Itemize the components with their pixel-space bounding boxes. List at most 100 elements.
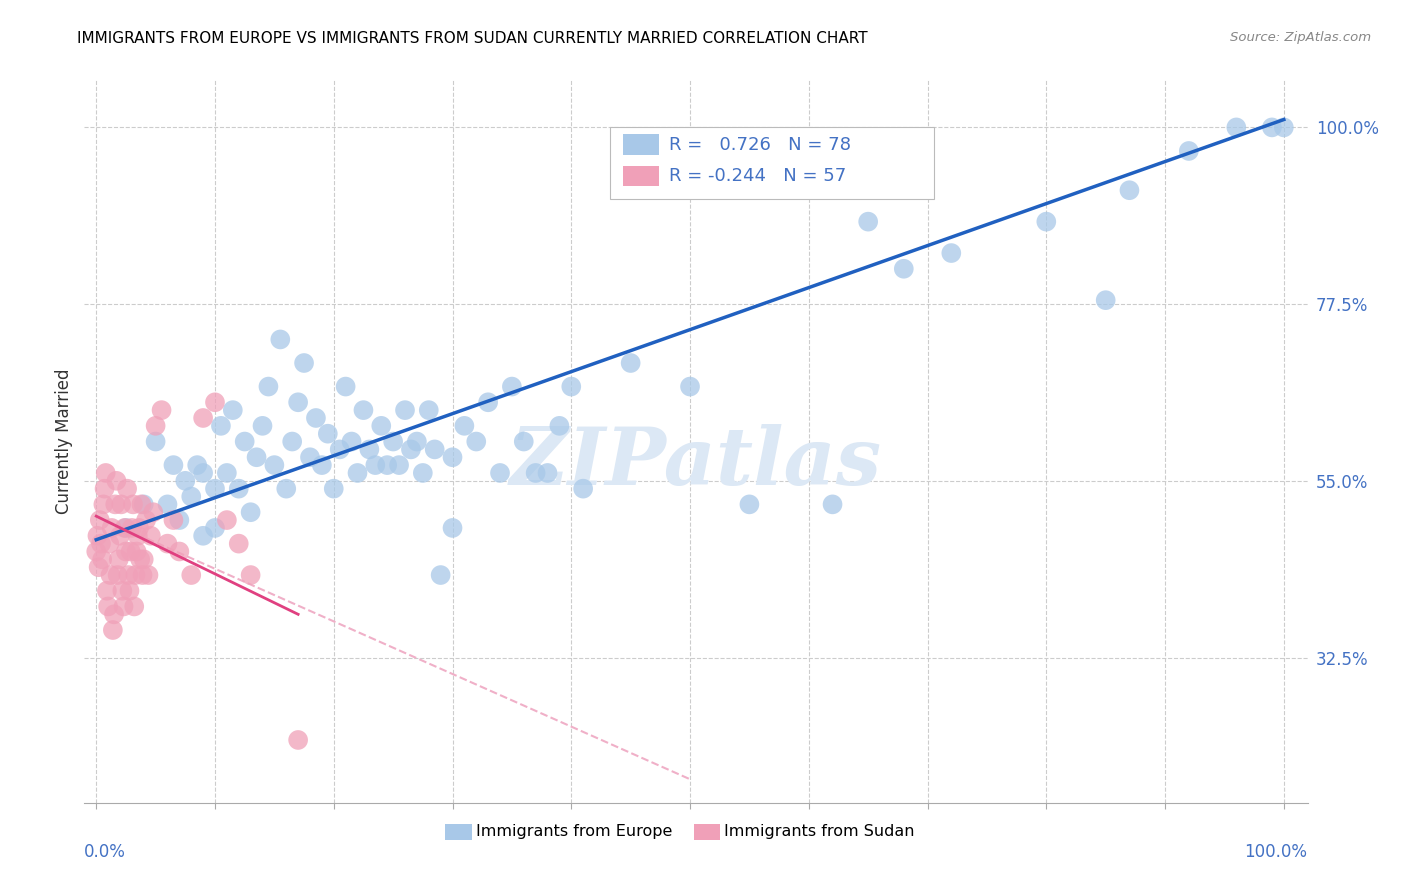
Point bbox=[572, 482, 595, 496]
Point bbox=[738, 497, 761, 511]
Point bbox=[135, 513, 157, 527]
Point bbox=[162, 458, 184, 472]
Point bbox=[204, 395, 226, 409]
Point bbox=[233, 434, 256, 449]
Point bbox=[489, 466, 512, 480]
Point bbox=[620, 356, 643, 370]
Point bbox=[94, 466, 117, 480]
Point bbox=[215, 513, 238, 527]
Point bbox=[169, 513, 191, 527]
Point bbox=[139, 529, 162, 543]
Point bbox=[821, 497, 844, 511]
Text: Immigrants from Europe: Immigrants from Europe bbox=[475, 824, 672, 839]
Point bbox=[560, 379, 582, 393]
Point bbox=[239, 568, 262, 582]
Text: IMMIGRANTS FROM EUROPE VS IMMIGRANTS FROM SUDAN CURRENTLY MARRIED CORRELATION CH: IMMIGRANTS FROM EUROPE VS IMMIGRANTS FRO… bbox=[77, 31, 868, 46]
Point bbox=[122, 599, 145, 614]
Bar bbox=[623, 135, 659, 154]
Point bbox=[120, 544, 142, 558]
Point bbox=[89, 513, 111, 527]
Point bbox=[477, 395, 499, 409]
Point bbox=[252, 418, 274, 433]
Point bbox=[524, 466, 547, 480]
Point bbox=[418, 403, 440, 417]
Point bbox=[138, 568, 160, 582]
Text: 100.0%: 100.0% bbox=[1244, 843, 1308, 861]
Point bbox=[370, 418, 392, 433]
Point bbox=[1035, 214, 1057, 228]
Point bbox=[125, 544, 148, 558]
Point bbox=[121, 521, 143, 535]
Point bbox=[239, 505, 262, 519]
Point bbox=[269, 333, 291, 347]
Point bbox=[536, 466, 558, 480]
Point bbox=[131, 497, 153, 511]
Text: 0.0%: 0.0% bbox=[84, 843, 127, 861]
Point bbox=[115, 521, 138, 535]
Point bbox=[162, 513, 184, 527]
Point bbox=[359, 442, 381, 457]
Point bbox=[117, 568, 139, 582]
Point bbox=[103, 607, 125, 622]
Point bbox=[84, 544, 107, 558]
Point bbox=[548, 418, 571, 433]
Point bbox=[107, 552, 129, 566]
Bar bbox=[623, 166, 659, 186]
Point bbox=[257, 379, 280, 393]
Point bbox=[93, 482, 115, 496]
Bar bbox=[446, 824, 472, 840]
Point bbox=[96, 583, 118, 598]
Point bbox=[423, 442, 446, 457]
Point bbox=[412, 466, 434, 480]
Point bbox=[394, 403, 416, 417]
Point bbox=[287, 395, 309, 409]
Point bbox=[191, 529, 214, 543]
Point bbox=[1272, 120, 1295, 135]
FancyBboxPatch shape bbox=[610, 128, 935, 200]
Y-axis label: Currently Married: Currently Married bbox=[55, 368, 73, 515]
Point bbox=[93, 497, 115, 511]
Point bbox=[186, 458, 208, 472]
Point bbox=[893, 261, 915, 276]
Point bbox=[124, 568, 146, 582]
Point bbox=[245, 450, 267, 465]
Text: Source: ZipAtlas.com: Source: ZipAtlas.com bbox=[1230, 31, 1371, 45]
Point bbox=[364, 458, 387, 472]
Point bbox=[111, 583, 134, 598]
Point bbox=[150, 403, 173, 417]
Point bbox=[191, 411, 214, 425]
Point bbox=[1178, 144, 1201, 158]
Point bbox=[388, 458, 411, 472]
Point bbox=[375, 458, 398, 472]
Point bbox=[329, 442, 352, 457]
Point bbox=[145, 434, 167, 449]
Point bbox=[108, 529, 131, 543]
Point bbox=[156, 536, 179, 550]
Point bbox=[87, 560, 110, 574]
Point bbox=[429, 568, 451, 582]
Point bbox=[298, 450, 321, 465]
Point bbox=[441, 521, 464, 535]
Point bbox=[118, 583, 141, 598]
Point bbox=[91, 552, 114, 566]
Point bbox=[132, 552, 155, 566]
Point bbox=[90, 536, 112, 550]
Point bbox=[204, 482, 226, 496]
Point bbox=[105, 474, 128, 488]
Point bbox=[156, 497, 179, 511]
Point bbox=[204, 521, 226, 535]
Point bbox=[1118, 183, 1140, 197]
Point bbox=[115, 482, 138, 496]
Text: ZIPatlas: ZIPatlas bbox=[510, 425, 882, 502]
Point bbox=[169, 544, 191, 558]
Point bbox=[128, 521, 150, 535]
Point bbox=[222, 403, 245, 417]
Point bbox=[346, 466, 368, 480]
Point bbox=[100, 568, 122, 582]
Point bbox=[1225, 120, 1247, 135]
Point bbox=[441, 450, 464, 465]
Point bbox=[191, 466, 214, 480]
Point bbox=[292, 356, 315, 370]
Point bbox=[110, 497, 132, 511]
Point bbox=[287, 733, 309, 747]
